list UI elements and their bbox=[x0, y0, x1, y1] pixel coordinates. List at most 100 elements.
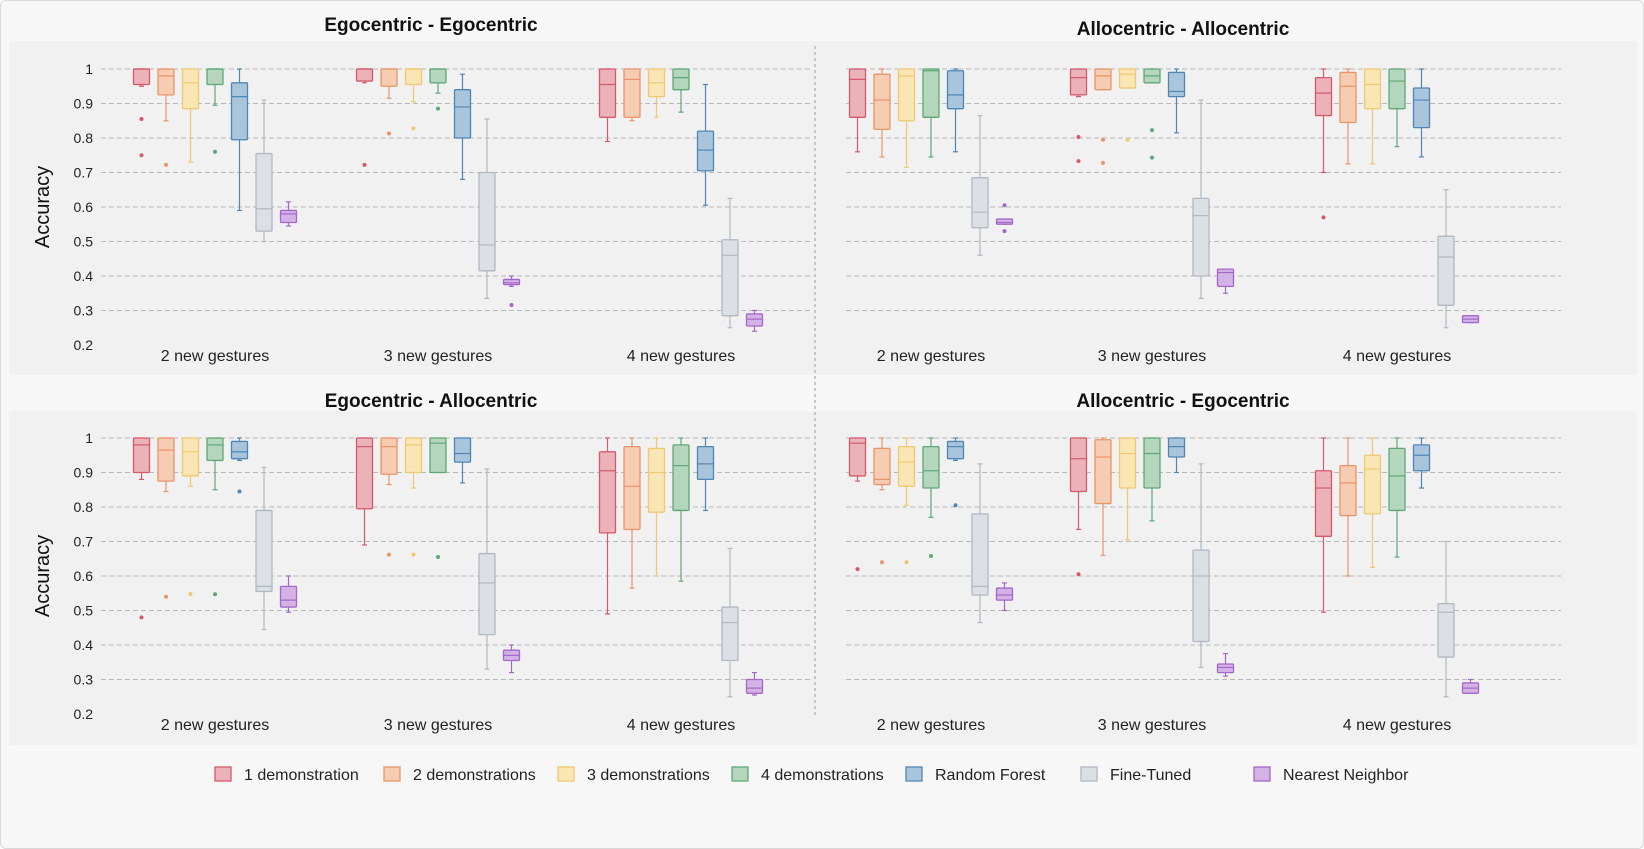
outlier-point bbox=[213, 592, 217, 597]
box bbox=[598, 68, 617, 118]
box bbox=[922, 445, 940, 489]
outlier-point bbox=[411, 552, 416, 557]
box bbox=[404, 68, 423, 86]
y-tick-label: 0.3 bbox=[74, 672, 94, 688]
box bbox=[1118, 68, 1137, 89]
box bbox=[478, 171, 496, 272]
legend-swatch bbox=[1253, 766, 1271, 782]
box bbox=[1094, 68, 1112, 91]
box bbox=[132, 437, 151, 474]
box bbox=[206, 437, 224, 462]
x-category-label: 4 new gestures bbox=[627, 348, 736, 365]
box bbox=[995, 587, 1014, 601]
outlier-point bbox=[237, 489, 242, 494]
y-tick-label: 0.2 bbox=[74, 706, 94, 722]
x-category-label: 2 new gestures bbox=[161, 348, 270, 365]
outlier-point bbox=[1002, 203, 1007, 208]
outlier-point bbox=[411, 126, 416, 131]
legend-label: Nearest Neighbor bbox=[1283, 767, 1409, 784]
box bbox=[721, 606, 739, 662]
outlier-point bbox=[213, 149, 217, 154]
box bbox=[971, 513, 989, 596]
box bbox=[279, 209, 298, 224]
box bbox=[897, 68, 916, 122]
x-category-label: 2 new gestures bbox=[877, 348, 986, 365]
outlier-point bbox=[139, 117, 144, 122]
box bbox=[1069, 437, 1088, 493]
legend-label: 1 demonstration bbox=[244, 767, 359, 784]
outlier-point bbox=[1101, 160, 1105, 165]
box bbox=[897, 445, 916, 487]
box bbox=[1437, 602, 1455, 658]
box bbox=[873, 73, 891, 131]
outlier-point bbox=[1150, 155, 1154, 160]
box bbox=[647, 447, 666, 513]
x-category-label: 3 new gestures bbox=[384, 348, 493, 365]
box bbox=[1216, 268, 1235, 288]
box bbox=[255, 152, 273, 232]
box bbox=[623, 445, 641, 531]
box bbox=[1314, 470, 1333, 537]
box bbox=[1412, 444, 1431, 472]
y-tick-label: 0.8 bbox=[74, 130, 94, 146]
outlier-point bbox=[929, 553, 933, 558]
y-axis-label: Accuracy bbox=[32, 166, 54, 248]
x-category-label: 3 new gestures bbox=[1098, 348, 1207, 365]
box bbox=[1192, 549, 1210, 643]
box bbox=[380, 437, 398, 475]
box bbox=[157, 68, 175, 96]
outlier-point bbox=[1321, 215, 1326, 220]
panel-title: Allocentric - Egocentric bbox=[1076, 391, 1290, 412]
panel-title: Egocentric - Egocentric bbox=[324, 15, 538, 36]
legend-swatch bbox=[905, 766, 923, 782]
box bbox=[946, 440, 965, 460]
box bbox=[672, 444, 690, 512]
box bbox=[429, 437, 447, 474]
y-tick-label: 0.6 bbox=[74, 568, 94, 584]
box bbox=[429, 68, 447, 84]
outlier-point bbox=[1125, 137, 1130, 142]
box bbox=[453, 89, 472, 139]
box bbox=[922, 68, 940, 118]
y-tick-label: 0.8 bbox=[74, 499, 94, 515]
outlier-point bbox=[904, 560, 909, 565]
box bbox=[1167, 71, 1186, 98]
legend-label: 3 demonstrations bbox=[587, 767, 710, 784]
y-tick-label: 0.2 bbox=[74, 337, 94, 353]
y-tick-label: 0.4 bbox=[74, 637, 94, 653]
x-category-label: 2 new gestures bbox=[877, 717, 986, 734]
box bbox=[696, 130, 715, 172]
box bbox=[1412, 87, 1431, 129]
box bbox=[181, 68, 200, 110]
y-tick-label: 0.9 bbox=[74, 96, 94, 112]
outlier-point bbox=[1076, 134, 1081, 139]
outlier-point bbox=[855, 567, 860, 572]
box bbox=[848, 437, 867, 477]
box bbox=[1069, 68, 1088, 96]
box bbox=[355, 437, 374, 510]
legend-swatch bbox=[557, 766, 575, 782]
box bbox=[995, 218, 1014, 225]
outlier-point bbox=[164, 162, 168, 167]
box bbox=[1216, 663, 1235, 674]
box bbox=[1339, 464, 1357, 517]
box bbox=[745, 678, 764, 694]
legend-swatch bbox=[731, 766, 749, 782]
y-tick-label: 0.4 bbox=[74, 268, 94, 284]
box bbox=[279, 585, 298, 608]
outlier-point bbox=[139, 153, 144, 158]
legend-label: Fine-Tuned bbox=[1110, 767, 1191, 784]
panel-title: Allocentric - Allocentric bbox=[1077, 19, 1290, 40]
box bbox=[478, 552, 496, 636]
outlier-point bbox=[188, 591, 193, 596]
y-tick-label: 0.5 bbox=[74, 603, 94, 619]
legend-swatch bbox=[1080, 766, 1098, 782]
x-category-label: 3 new gestures bbox=[384, 717, 493, 734]
y-tick-label: 0.9 bbox=[74, 465, 94, 481]
box bbox=[132, 68, 151, 86]
outlier-point bbox=[509, 302, 514, 307]
y-tick-label: 1 bbox=[85, 61, 93, 77]
legend-label: 2 demonstrations bbox=[413, 767, 536, 784]
box bbox=[230, 440, 249, 460]
